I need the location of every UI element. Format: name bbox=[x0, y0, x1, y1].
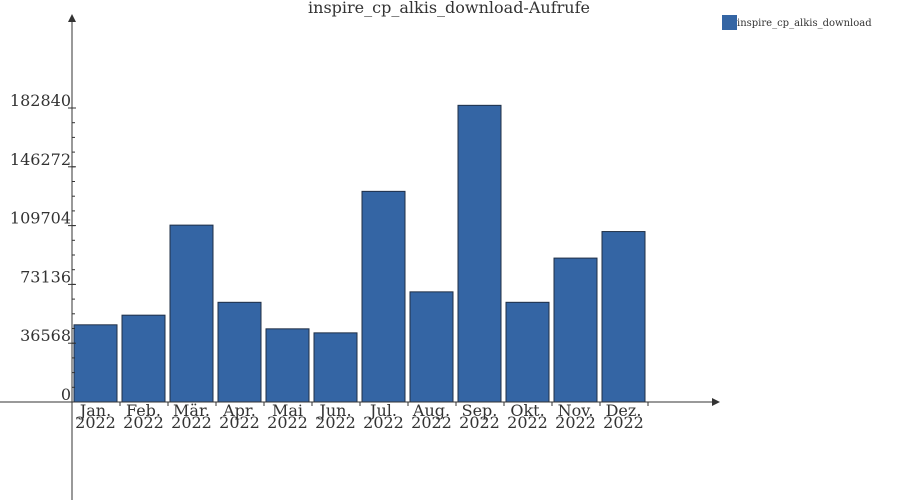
x-tick-label-year: 2022 bbox=[363, 413, 404, 432]
x-tick-label-month: Jun. bbox=[317, 401, 351, 420]
y-tick-label: 36568 bbox=[20, 326, 71, 345]
x-tick-label-month: Mär. bbox=[173, 401, 210, 420]
bar-3 bbox=[169, 224, 214, 403]
y-tick-label: 73136 bbox=[20, 267, 71, 286]
x-tick-label-month: Okt. bbox=[510, 401, 544, 420]
x-ticks-group: Jan.2022Feb.2022Mär.2022Apr.2022Mai2022J… bbox=[71, 401, 649, 432]
axes-group bbox=[0, 14, 720, 500]
bar-5 bbox=[265, 328, 310, 403]
x-tick-label-year: 2022 bbox=[219, 413, 260, 432]
bar-7 bbox=[361, 190, 406, 403]
x-tick-label-month: Dez. bbox=[606, 401, 642, 420]
bar-10 bbox=[505, 301, 550, 403]
x-tick-label-year: 2022 bbox=[171, 413, 212, 432]
x-tick-label-month: Jul. bbox=[368, 401, 397, 420]
x-tick-label-year: 2022 bbox=[459, 413, 500, 432]
bar-8 bbox=[409, 291, 454, 403]
bar-11 bbox=[553, 257, 598, 403]
x-tick-label-month: Jan. bbox=[78, 401, 111, 420]
legend-label: inspire_cp_alkis_download bbox=[737, 18, 872, 29]
x-tick-label-month: Mai bbox=[272, 401, 303, 420]
x-tick-label-year: 2022 bbox=[315, 413, 356, 432]
x-tick-label-year: 2022 bbox=[555, 413, 596, 432]
x-tick-label-year: 2022 bbox=[507, 413, 548, 432]
y-tick-label: 182840 bbox=[10, 91, 71, 110]
x-tick-label-year: 2022 bbox=[411, 413, 452, 432]
bar-9 bbox=[457, 104, 502, 403]
x-tick-label-year: 2022 bbox=[123, 413, 164, 432]
bars-group bbox=[73, 104, 646, 403]
x-axis-arrow bbox=[712, 398, 720, 406]
bar-2 bbox=[121, 314, 166, 403]
bar-4 bbox=[217, 301, 262, 403]
y-tick-label: 0 bbox=[61, 385, 71, 404]
x-tick-label-year: 2022 bbox=[603, 413, 644, 432]
y-axis-arrow bbox=[68, 14, 76, 22]
x-tick-label-year: 2022 bbox=[267, 413, 308, 432]
y-tick-label: 109704 bbox=[10, 209, 71, 228]
bar-1 bbox=[73, 324, 118, 403]
bar-12 bbox=[601, 231, 646, 403]
bar-6 bbox=[313, 332, 358, 403]
y-tick-label: 146272 bbox=[10, 150, 71, 169]
x-tick-label-month: Feb. bbox=[126, 401, 161, 420]
legend: inspire_cp_alkis_download bbox=[722, 15, 872, 30]
x-tick-label-year: 2022 bbox=[75, 413, 116, 432]
y-ticks-group: 0 36568 73136 109704 146272 182840 bbox=[10, 91, 76, 404]
chart-title: inspire_cp_alkis_download-Aufrufe bbox=[308, 0, 590, 17]
x-tick-label-month: Nov. bbox=[558, 401, 594, 420]
x-tick-label-month: Apr. bbox=[222, 401, 256, 420]
legend-swatch bbox=[722, 15, 737, 30]
x-tick-label-month: Sep. bbox=[462, 401, 498, 420]
x-tick-label-month: Aug. bbox=[412, 401, 450, 420]
